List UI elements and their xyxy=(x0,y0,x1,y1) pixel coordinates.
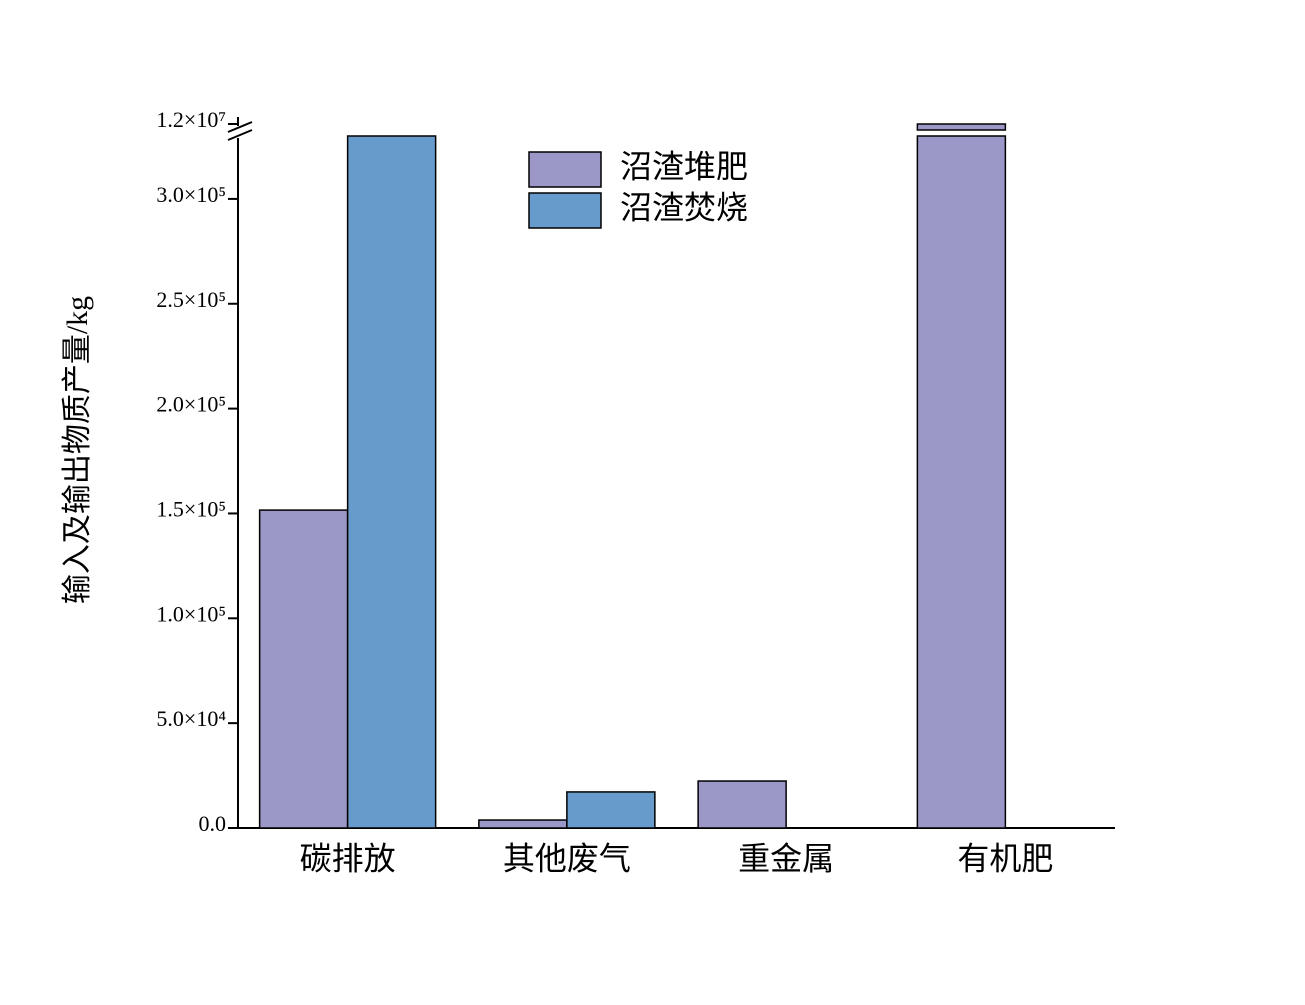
break-mark xyxy=(227,129,253,141)
legend-label: 沼渣堆肥 xyxy=(620,148,748,184)
bar xyxy=(478,819,568,829)
y-tick-label: 1.0×10⁵ xyxy=(156,601,226,626)
x-tick-label: 碳排放 xyxy=(300,840,396,876)
y-tick-label: 2.0×10⁵ xyxy=(156,392,226,417)
bar xyxy=(916,135,1007,829)
y-tick-label: 3.0×10⁵ xyxy=(156,182,226,207)
x-tick-label: 有机肥 xyxy=(957,840,1053,876)
bar xyxy=(697,780,787,829)
legend-swatch xyxy=(528,151,602,188)
y-tick-label: 1.5×10⁵ xyxy=(156,497,226,522)
bar xyxy=(566,791,656,829)
y-tick-label: 5.0×10⁴ xyxy=(156,706,226,731)
bar xyxy=(258,509,349,829)
y-axis-label: 输入及输出物质产量/kg xyxy=(61,296,94,604)
x-tick-label: 其他废气 xyxy=(503,840,631,876)
x-tick-label: 重金属 xyxy=(738,840,834,876)
y-tick-label: 1.2×10⁷ xyxy=(156,107,226,132)
break-mark xyxy=(227,121,253,133)
legend-swatch xyxy=(528,192,602,229)
y-tick-label: 0.0 xyxy=(199,811,227,836)
bar xyxy=(346,135,437,829)
y-tick-label: 2.5×10⁵ xyxy=(156,287,226,312)
bar-upper xyxy=(916,123,1007,131)
legend-label: 沼渣焚烧 xyxy=(620,189,748,225)
